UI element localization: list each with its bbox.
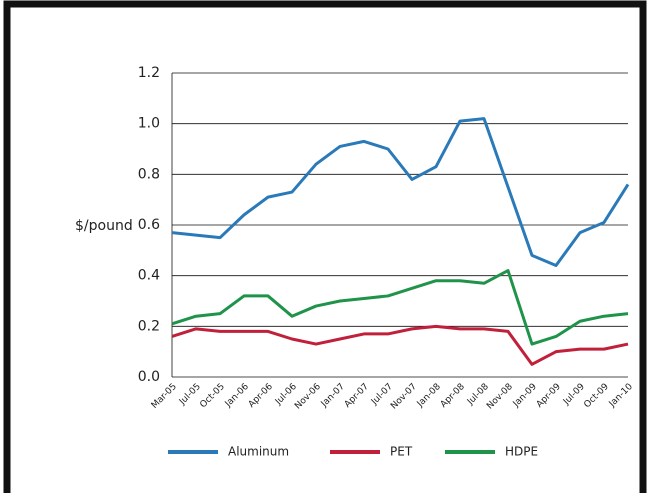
series-line bbox=[171, 324, 629, 366]
x-tick-label: Jan-06 bbox=[223, 382, 251, 410]
series-line bbox=[171, 117, 630, 268]
y-axis-label: $/pound bbox=[75, 218, 133, 234]
y-tick-label: 0.2 bbox=[138, 318, 160, 334]
x-tick-label: Jan-09 bbox=[511, 382, 539, 410]
x-tick-label: Nov-08 bbox=[485, 382, 515, 412]
x-tick-label: Apr-08 bbox=[439, 382, 467, 410]
x-tick-label: Oct-05 bbox=[198, 382, 226, 410]
y-tick-label: 0.0 bbox=[138, 369, 160, 385]
legend-label: PET bbox=[390, 445, 413, 459]
x-tick-label: Jan-10 bbox=[607, 382, 635, 410]
y-tick-label: 1.2 bbox=[138, 65, 160, 81]
y-tick-label: 0.8 bbox=[138, 166, 160, 182]
frame bbox=[3, 0, 647, 493]
y-tick-label: 1.0 bbox=[138, 116, 160, 132]
x-tick-label: Apr-06 bbox=[247, 382, 275, 410]
x-tick-label: Apr-09 bbox=[535, 382, 563, 410]
x-tick-label: Nov-07 bbox=[389, 382, 419, 412]
x-tick-label: Jan-07 bbox=[319, 382, 347, 410]
legend-label: Aluminum bbox=[228, 445, 289, 459]
y-tick-label: 0.4 bbox=[138, 268, 160, 284]
y-tick-label: 0.6 bbox=[138, 217, 160, 233]
x-tick-label: Mar-05 bbox=[150, 382, 179, 411]
x-tick-label: Oct-09 bbox=[582, 382, 611, 411]
series-line bbox=[171, 269, 629, 346]
x-tick-label: Apr-07 bbox=[343, 382, 371, 410]
x-tick-label: Nov-06 bbox=[293, 382, 323, 412]
legend-label: HDPE bbox=[505, 445, 538, 459]
x-tick-label: Jan-08 bbox=[415, 382, 443, 410]
